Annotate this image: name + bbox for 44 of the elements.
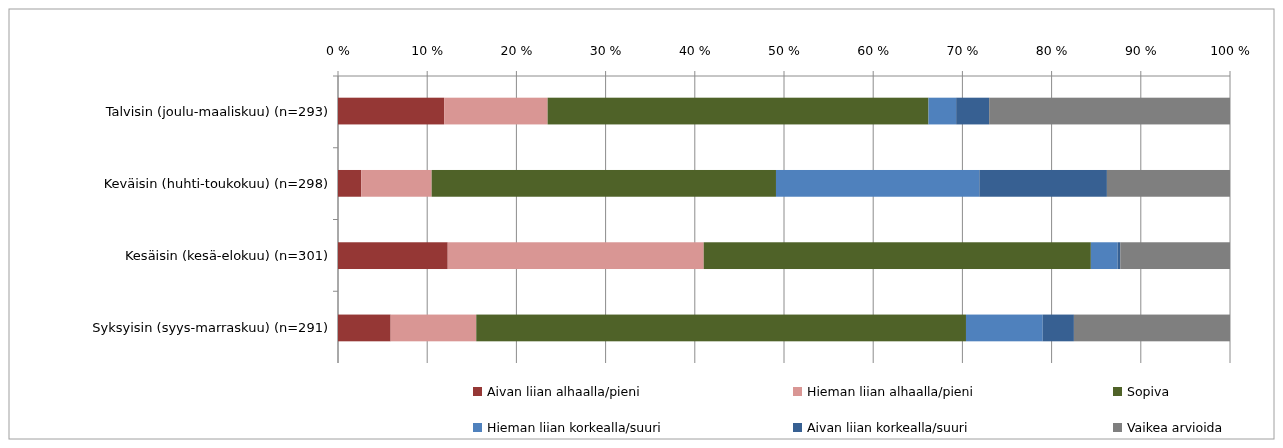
bar — [928, 97, 957, 125]
legend-label: Sopiva — [1127, 384, 1170, 400]
bar — [338, 314, 391, 342]
x-tick-label: 10 % — [411, 43, 444, 58]
x-tick-label: 80 % — [1035, 43, 1068, 58]
x-tick-label: 30 % — [589, 43, 622, 58]
y-tick-label: Keväisin (huhti-toukokuu) (n=298) — [103, 175, 328, 191]
bar — [338, 169, 362, 197]
bar — [444, 97, 548, 125]
legend-label: Aivan liian alhaalla/pieni — [487, 384, 640, 400]
x-tick-label: 0 % — [326, 43, 351, 58]
legend-label: Hieman liian alhaalla/pieni — [807, 384, 973, 400]
y-tick-label: Kesäisin (kesä-elokuu) (n=301) — [124, 248, 328, 264]
bar — [703, 242, 1091, 270]
bar — [361, 169, 432, 197]
bar — [989, 97, 1230, 125]
y-tick-label: Talvisin (joulu-maaliskuu) (n=293) — [104, 103, 328, 119]
x-tick-label: 100 % — [1210, 43, 1250, 58]
x-tick-label: 90 % — [1124, 43, 1157, 58]
bar — [476, 314, 966, 342]
bar — [1120, 242, 1230, 270]
bar — [1106, 169, 1230, 197]
bar — [390, 314, 477, 342]
bar — [1090, 242, 1118, 270]
x-tick-label: 20 % — [500, 43, 533, 58]
bar — [1073, 314, 1230, 342]
x-tick-label: 50 % — [768, 43, 800, 58]
bar — [547, 97, 929, 125]
bar — [775, 169, 980, 197]
bar — [447, 242, 704, 270]
bar — [431, 169, 776, 197]
x-tick-label: 40 % — [678, 43, 711, 58]
x-tick-label: 70 % — [946, 43, 979, 58]
bar — [965, 314, 1043, 342]
bar — [1042, 314, 1074, 342]
legend-label: Aivan liian korkealla/suuri — [807, 420, 968, 436]
bar — [979, 169, 1107, 197]
legend-label: Hieman liian korkealla/suuri — [487, 420, 661, 436]
y-tick-label: Syksyisin (syys-marraskuu) (n=291) — [92, 320, 328, 336]
bar — [956, 97, 990, 125]
bar — [338, 97, 445, 125]
legend-label: Vaikea arvioida — [1127, 420, 1223, 436]
x-tick-label: 60 % — [857, 43, 890, 58]
bar — [338, 242, 448, 270]
